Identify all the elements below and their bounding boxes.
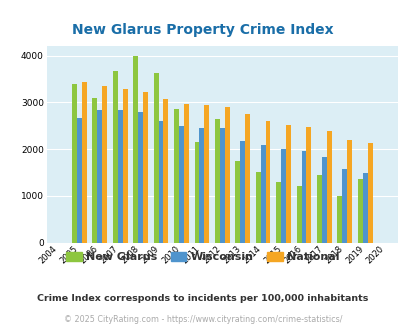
Bar xyxy=(306,127,311,243)
Bar xyxy=(362,173,367,243)
Bar xyxy=(240,141,245,243)
Bar xyxy=(77,118,81,243)
Bar xyxy=(219,127,224,243)
Bar xyxy=(122,89,127,243)
Bar xyxy=(204,105,209,243)
Legend: New Glarus, Wisconsin, National: New Glarus, Wisconsin, National xyxy=(62,248,343,267)
Text: New Glarus Property Crime Index: New Glarus Property Crime Index xyxy=(72,23,333,37)
Bar xyxy=(341,169,346,243)
Bar xyxy=(113,71,117,243)
Bar xyxy=(199,128,204,243)
Bar xyxy=(265,120,270,243)
Bar xyxy=(245,115,249,243)
Bar xyxy=(133,55,138,243)
Bar xyxy=(153,73,158,243)
Bar xyxy=(92,98,97,243)
Bar xyxy=(275,182,280,243)
Bar xyxy=(301,151,306,243)
Bar xyxy=(326,131,331,243)
Bar xyxy=(357,180,362,243)
Bar xyxy=(97,110,102,243)
Bar xyxy=(117,110,122,243)
Bar xyxy=(194,142,199,243)
Bar xyxy=(158,121,163,243)
Bar xyxy=(235,161,240,243)
Text: © 2025 CityRating.com - https://www.cityrating.com/crime-statistics/: © 2025 CityRating.com - https://www.city… xyxy=(64,315,341,324)
Bar xyxy=(138,112,143,243)
Text: Crime Index corresponds to incidents per 100,000 inhabitants: Crime Index corresponds to incidents per… xyxy=(37,294,368,303)
Bar xyxy=(81,82,87,243)
Bar xyxy=(163,100,168,243)
Bar xyxy=(260,145,265,243)
Bar xyxy=(102,86,107,243)
Bar xyxy=(337,196,341,243)
Bar xyxy=(367,144,372,243)
Bar xyxy=(280,149,285,243)
Bar xyxy=(346,140,351,243)
Bar xyxy=(179,126,183,243)
Bar xyxy=(224,108,229,243)
Bar xyxy=(214,119,219,243)
Bar xyxy=(72,83,77,243)
Bar xyxy=(316,175,321,243)
Bar xyxy=(183,104,188,243)
Bar xyxy=(143,91,147,243)
Bar xyxy=(296,185,301,243)
Bar xyxy=(321,157,326,243)
Bar xyxy=(285,125,290,243)
Bar xyxy=(255,172,260,243)
Bar xyxy=(174,109,179,243)
